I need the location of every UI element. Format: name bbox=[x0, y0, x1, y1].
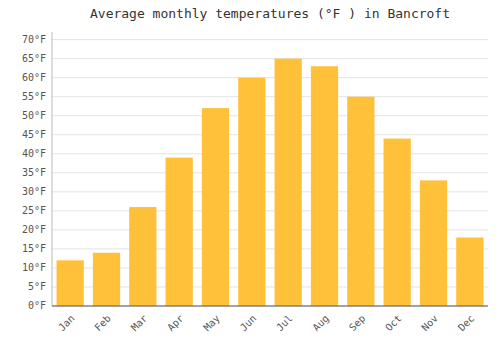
y-tick-label: 50°F bbox=[22, 110, 46, 121]
grid-line bbox=[52, 96, 488, 97]
x-tick-label: Oct bbox=[383, 313, 404, 334]
bar bbox=[93, 253, 120, 306]
y-tick-label: 55°F bbox=[22, 91, 46, 102]
x-tick-labels: Jan Feb Mar Apr May Jun Jul Aug Sep Oct Nov Dec bbox=[56, 313, 476, 334]
x-tick-label: May bbox=[201, 313, 222, 334]
bars bbox=[57, 59, 484, 306]
y-tick-labels: 0°F 5°F 10°F 15°F 20°F 25°F 30°F 35°F 40°F 45°F 50… bbox=[22, 34, 46, 311]
y-grid bbox=[52, 40, 488, 306]
grid-line bbox=[52, 306, 488, 307]
x-tick-label: Jun bbox=[238, 313, 259, 334]
y-tick-label: 70°F bbox=[22, 34, 46, 45]
grid-line bbox=[52, 172, 488, 173]
grid-line bbox=[52, 134, 488, 135]
y-tick-label: 60°F bbox=[22, 72, 46, 83]
bar bbox=[202, 108, 229, 306]
y-tick-label: 40°F bbox=[22, 148, 46, 159]
bar bbox=[311, 66, 338, 306]
x-axis-line bbox=[52, 306, 488, 307]
y-axis-line bbox=[52, 32, 53, 306]
x-tick-label: Jan bbox=[56, 313, 77, 334]
y-tick-label: 45°F bbox=[22, 129, 46, 140]
bar bbox=[456, 238, 483, 307]
x-tick-label: Sep bbox=[347, 313, 368, 334]
x-tick-label: Apr bbox=[165, 313, 186, 334]
grid-line bbox=[52, 153, 488, 154]
x-tick-label: Feb bbox=[92, 313, 113, 334]
grid-line bbox=[52, 77, 488, 78]
y-tick-label: 65°F bbox=[22, 53, 46, 64]
chart-title: Average monthly temperatures (°F ) in Ba… bbox=[90, 6, 450, 21]
grid-line bbox=[52, 115, 488, 116]
y-tick-label: 30°F bbox=[22, 186, 46, 197]
y-tick-label: 15°F bbox=[22, 243, 46, 254]
bar bbox=[275, 59, 302, 306]
x-tick-label: Nov bbox=[419, 313, 440, 334]
bar bbox=[238, 78, 265, 306]
bar bbox=[57, 260, 84, 306]
bar bbox=[347, 97, 374, 306]
x-tick-label: Aug bbox=[310, 313, 331, 334]
bar bbox=[129, 207, 156, 306]
y-tick-label: 5°F bbox=[28, 281, 46, 292]
grid-line bbox=[52, 58, 488, 59]
bar bbox=[420, 180, 447, 306]
y-tick-label: 20°F bbox=[22, 224, 46, 235]
x-tick-label: Mar bbox=[129, 313, 150, 334]
x-tick-label: Dec bbox=[456, 313, 477, 334]
bar bbox=[384, 139, 411, 306]
chart-svg: 0°F 5°F 10°F 15°F 20°F 25°F 30°F 35°F 40°F 45°F 50… bbox=[0, 0, 500, 350]
y-tick-label: 10°F bbox=[22, 262, 46, 273]
grid-line bbox=[52, 39, 488, 40]
x-tick-label: Jul bbox=[274, 313, 295, 334]
y-tick-label: 35°F bbox=[22, 167, 46, 178]
y-tick-label: 0°F bbox=[28, 300, 46, 311]
chart-container: 0°F 5°F 10°F 15°F 20°F 25°F 30°F 35°F 40°F 45°F 50… bbox=[0, 0, 500, 350]
y-tick-label: 25°F bbox=[22, 205, 46, 216]
bar bbox=[166, 158, 193, 306]
